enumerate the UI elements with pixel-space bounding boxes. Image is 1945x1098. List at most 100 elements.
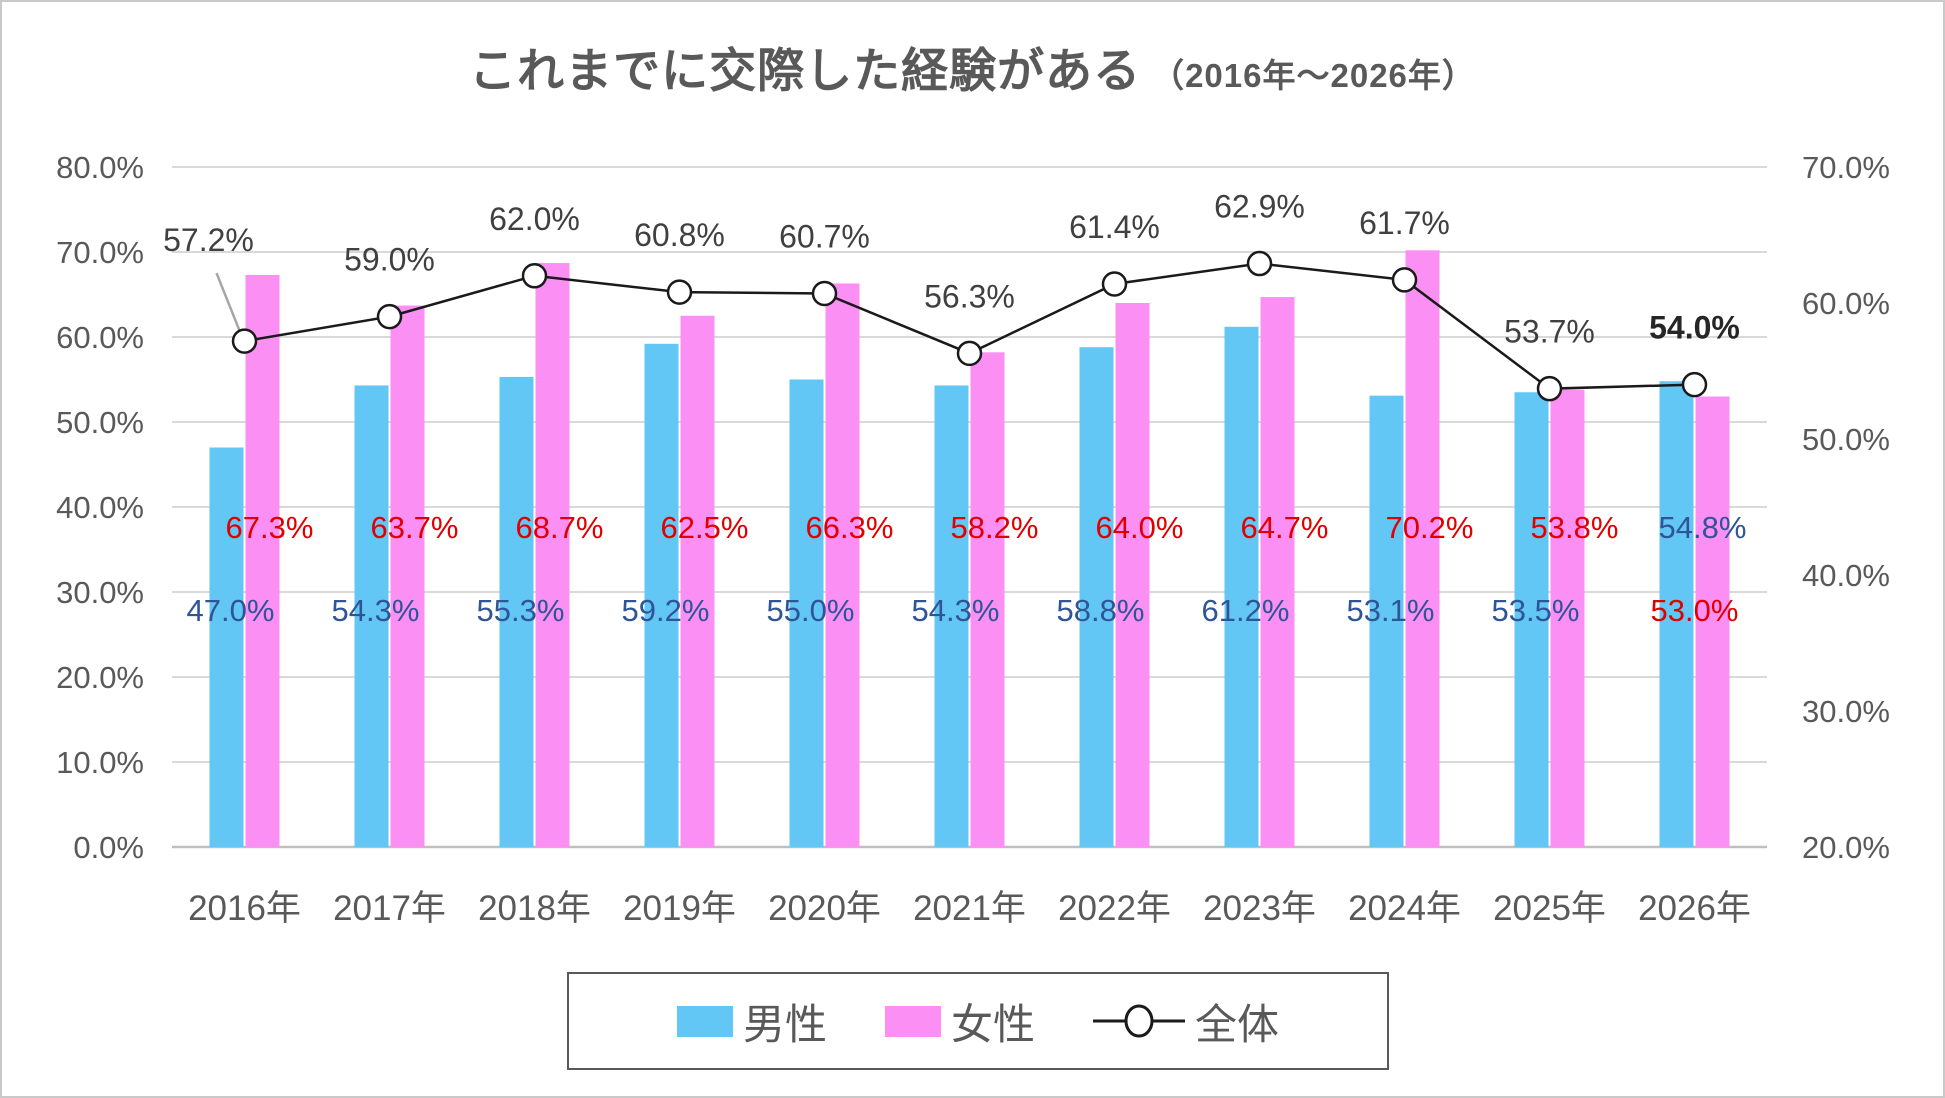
bar-label: 53.5% (1492, 593, 1580, 628)
female-series-swatch (884, 1005, 941, 1037)
legend-label-male: 男性 (742, 1000, 827, 1048)
bar-female (1695, 396, 1730, 847)
bar-label: 58.8% (1057, 593, 1145, 628)
right-axis-tick: 60.0% (1802, 286, 1890, 321)
line-marker (666, 279, 693, 305)
legend: 男性 女性 全体 (567, 972, 1389, 1070)
line-marker (1681, 371, 1708, 398)
year-label: 2016年 (188, 889, 301, 928)
bar-male (209, 447, 244, 847)
left-axis-tick: 80.0% (56, 150, 144, 185)
bar-label: 70.2% (1386, 510, 1474, 545)
right-axis-tick: 30.0% (1802, 694, 1890, 729)
year-label: 2021年 (913, 889, 1026, 928)
bar-label: 66.3% (806, 510, 894, 545)
line-label: 62.9% (1214, 189, 1305, 225)
bar-label: 53.0% (1651, 593, 1739, 628)
year-label: 2023年 (1203, 889, 1316, 928)
bar-label: 62.5% (661, 510, 749, 545)
bar-male (1659, 381, 1694, 847)
left-axis-tick: 20.0% (56, 660, 144, 695)
line-label: 54.0% (1649, 310, 1740, 346)
chart-title: これまでに交際した経験がある （2016年～2026年） (2, 32, 1943, 101)
line-marker (811, 280, 838, 307)
right-axis-tick: 40.0% (1802, 558, 1890, 593)
line-label: 62.0% (489, 201, 580, 237)
year-label: 2026年 (1638, 889, 1751, 928)
bar-female (1260, 297, 1295, 847)
bar-label: 64.7% (1241, 510, 1329, 545)
line-label: 61.4% (1069, 209, 1160, 245)
bar-label: 55.3% (477, 593, 565, 628)
bar-female (1550, 389, 1585, 847)
bar-label: 58.2% (951, 510, 1039, 545)
left-axis-tick: 70.0% (56, 235, 144, 270)
bar-male (354, 385, 389, 847)
year-label: 2020年 (768, 889, 881, 928)
year-label: 2018年 (478, 889, 591, 928)
bar-female (680, 315, 715, 847)
bar-label: 53.8% (1531, 510, 1619, 545)
right-axis-tick: 50.0% (1802, 422, 1890, 457)
chart-title-main: これまでに交際した経験がある (469, 44, 1142, 97)
bar-female (1405, 250, 1440, 848)
bar-label: 54.3% (912, 593, 1000, 628)
line-label: 57.2% (163, 222, 254, 258)
bar-male (644, 343, 679, 847)
bar-label: 68.7% (516, 510, 604, 545)
left-axis-tick: 40.0% (56, 490, 144, 525)
bar-label: 63.7% (371, 510, 459, 545)
year-label: 2025年 (1493, 889, 1606, 928)
bar-label: 47.0% (187, 593, 275, 628)
legend-label-overall: 全体 (1195, 1000, 1280, 1048)
right-axis-tick: 70.0% (1802, 150, 1890, 185)
line-label: 61.7% (1359, 205, 1450, 241)
bar-male (789, 379, 824, 847)
year-label: 2022年 (1058, 889, 1171, 928)
left-axis-tick: 50.0% (56, 405, 144, 440)
line-label: 53.7% (1504, 314, 1595, 350)
legend-entry-male: 男性 (676, 991, 827, 1052)
male-series-swatch (676, 1005, 733, 1037)
bar-female (970, 352, 1005, 847)
bar-label: 67.3% (226, 510, 314, 545)
year-label: 2019年 (623, 889, 736, 928)
line-label: 60.8% (634, 217, 725, 253)
bar-label: 54.3% (332, 593, 420, 628)
bar-female (245, 274, 280, 847)
line-marker (956, 340, 983, 367)
line-label: 60.7% (779, 218, 870, 254)
bar-male (1224, 326, 1259, 847)
label-leader-line (215, 272, 242, 334)
line-marker (1246, 250, 1273, 277)
line-marker (376, 303, 403, 330)
right-axis-tick: 20.0% (1802, 830, 1890, 865)
bar-female (825, 283, 860, 847)
year-label: 2024年 (1348, 889, 1461, 928)
line-label: 56.3% (924, 278, 1015, 314)
bar-male (1369, 395, 1404, 847)
chart-title-sub: （2016年～2026年） (1151, 57, 1476, 94)
left-axis-tick: 60.0% (56, 320, 144, 355)
line-marker (521, 263, 548, 289)
line-label: 59.0% (344, 242, 435, 278)
bar-label: 54.8% (1659, 510, 1747, 545)
bar-label: 64.0% (1096, 510, 1184, 545)
bar-label: 55.0% (767, 593, 855, 628)
left-axis-tick: 0.0% (73, 830, 144, 865)
bar-label: 53.1% (1347, 593, 1435, 628)
bar-male (1079, 347, 1114, 847)
legend-label-female: 女性 (950, 1000, 1035, 1048)
left-axis-tick: 10.0% (56, 745, 144, 780)
line-marker (1101, 271, 1128, 297)
bar-male (499, 376, 534, 847)
year-label: 2017年 (333, 889, 446, 928)
line-marker (1536, 375, 1563, 402)
bar-male (1514, 392, 1549, 847)
left-axis-tick: 30.0% (56, 575, 144, 610)
bar-female (535, 263, 570, 847)
line-marker (1391, 267, 1418, 293)
bar-label: 59.2% (622, 593, 710, 628)
